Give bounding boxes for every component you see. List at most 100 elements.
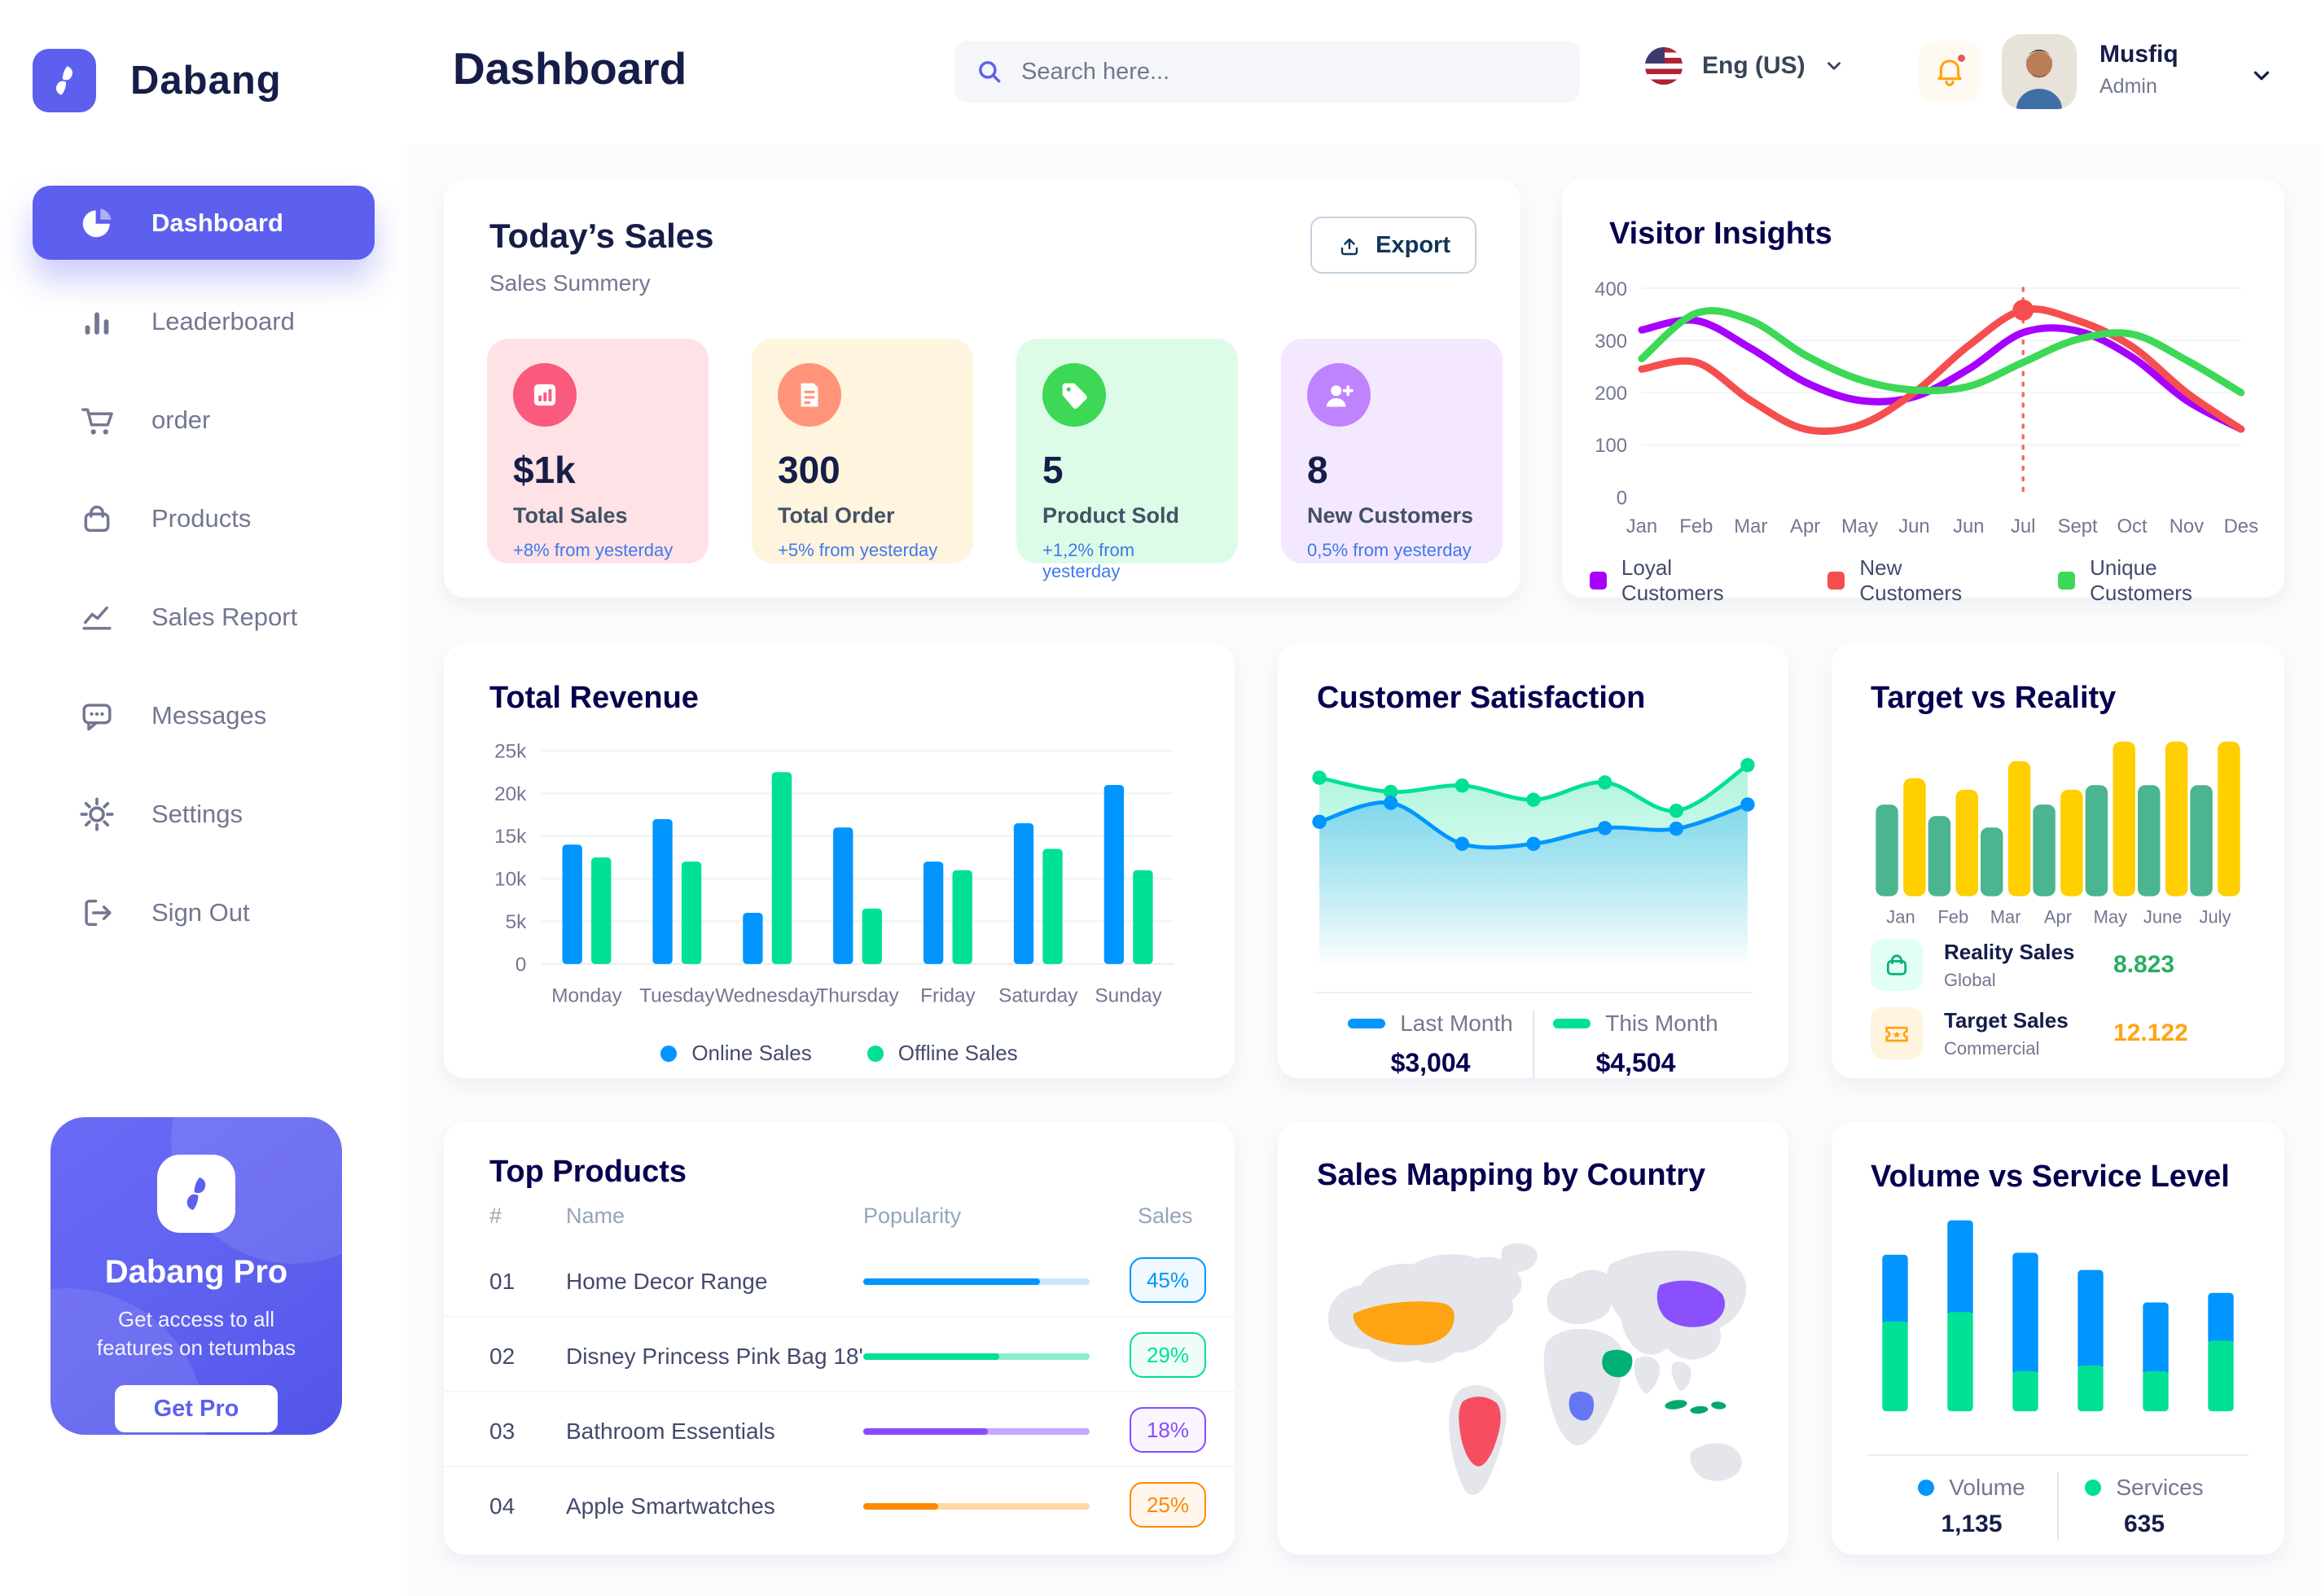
col-num: # bbox=[489, 1204, 502, 1228]
stat-change: +1,2% from yesterday bbox=[1042, 540, 1135, 581]
legend-sub: Global bbox=[1944, 969, 1996, 990]
sidebar-item-settings[interactable]: Settings bbox=[33, 777, 375, 851]
receipt-icon bbox=[778, 363, 841, 427]
user-role: Admin bbox=[2099, 75, 2157, 98]
legend-swatch bbox=[1827, 572, 1845, 590]
svg-text:Jan: Jan bbox=[1886, 907, 1915, 927]
stat-value: 300 bbox=[778, 449, 840, 491]
divider bbox=[1867, 1454, 2249, 1456]
total-revenue-card: Total Revenue 0 5k 10k 15k 20k 25k Monday Tuesd… bbox=[444, 643, 1235, 1078]
table-row[interactable]: 03 Bathroom Essentials 18% bbox=[444, 1392, 1235, 1467]
sales-badge: 18% bbox=[1130, 1407, 1206, 1453]
sidebar-item-messages[interactable]: Messages bbox=[33, 678, 375, 752]
popularity-bar bbox=[863, 1503, 1090, 1510]
sidebar-item-label: Sales Report bbox=[151, 602, 298, 631]
total-revenue-chart: 0 5k 10k 15k 20k 25k Monday Tuesday WednesdayThu… bbox=[494, 740, 1174, 1007]
stat-total-sales: $1k Total Sales +8% from yesterday bbox=[487, 339, 709, 563]
sidebar-item-label: order bbox=[151, 405, 211, 434]
sidebar: Dabang Dashboard Leaderboard ord bbox=[0, 0, 407, 1596]
table-row[interactable]: 04 Apple Smartwatches 25% bbox=[444, 1467, 1235, 1542]
legend-total: $4,504 bbox=[1595, 1047, 1676, 1077]
sales-badge: 29% bbox=[1130, 1332, 1206, 1378]
top-products-title: Top Products bbox=[489, 1155, 687, 1189]
legend-swatch bbox=[2058, 572, 2076, 590]
row-name: Bathroom Essentials bbox=[566, 1418, 775, 1444]
sales-badge: 25% bbox=[1130, 1482, 1206, 1528]
sales-badge: 45% bbox=[1130, 1257, 1206, 1303]
tag-icon bbox=[1042, 363, 1106, 427]
notification-badge bbox=[1955, 52, 1968, 64]
stat-label: New Customers bbox=[1307, 503, 1474, 528]
continent-greenland bbox=[1501, 1243, 1538, 1272]
today-sales-subtitle: Sales Summery bbox=[489, 270, 651, 296]
row-name: Home Decor Range bbox=[566, 1269, 768, 1294]
sidebar-item-sales-report[interactable]: Sales Report bbox=[33, 580, 375, 654]
svg-text:Apr: Apr bbox=[1790, 515, 1820, 537]
region-se-asia bbox=[1671, 1361, 1691, 1392]
pro-upsell-card: Dabang Pro Get access to all features on… bbox=[50, 1117, 342, 1435]
language-selector[interactable]: Eng (US) bbox=[1645, 47, 1845, 85]
table-row[interactable]: 02 Disney Princess Pink Bag 18' 29% bbox=[444, 1318, 1235, 1392]
svg-text:Friday: Friday bbox=[920, 985, 976, 1007]
legend-last-month: Last Month $3,004 bbox=[1337, 1011, 1525, 1078]
ticket-icon bbox=[1871, 1007, 1923, 1059]
sidebar-item-order[interactable]: order bbox=[33, 383, 375, 457]
table-body: 01 Home Decor Range 45% 02 Disney Prince… bbox=[444, 1243, 1235, 1542]
notifications-button[interactable] bbox=[1919, 41, 1981, 103]
svg-text:July: July bbox=[2199, 907, 2231, 927]
table-row[interactable]: 01 Home Decor Range 45% bbox=[444, 1243, 1235, 1318]
sidebar-item-leaderboard[interactable]: Leaderboard bbox=[33, 284, 375, 358]
bar-chart-icon bbox=[85, 312, 109, 335]
svg-text:Nov: Nov bbox=[2170, 515, 2205, 537]
legend-this-month: This Month $4,504 bbox=[1542, 1011, 1730, 1078]
legend-total: $3,004 bbox=[1390, 1047, 1471, 1077]
search-input[interactable] bbox=[1021, 58, 1559, 86]
stats-row: $1k Total Sales +8% from yesterday 300 T… bbox=[487, 339, 1546, 581]
cart-icon bbox=[81, 407, 113, 435]
export-icon bbox=[1340, 238, 1358, 256]
stat-label: Total Sales bbox=[513, 503, 628, 528]
col-name: Name bbox=[566, 1204, 625, 1228]
user-menu[interactable]: Musfiq Admin bbox=[2099, 41, 2178, 99]
chevron-down-icon[interactable] bbox=[2249, 64, 2274, 88]
legend-volume: Volume 1,135 bbox=[1894, 1475, 2049, 1538]
target-vs-reality-title: Target vs Reality bbox=[1871, 681, 2117, 715]
sidebar-item-products[interactable]: Products bbox=[33, 481, 375, 555]
region-india bbox=[1634, 1356, 1661, 1395]
svg-text:May: May bbox=[1841, 515, 1878, 537]
svg-text:Apr: Apr bbox=[2044, 907, 2072, 927]
legend-value: 8.823 bbox=[2113, 951, 2175, 978]
legend-swatch bbox=[1590, 572, 1607, 590]
sidebar-item-sign-out[interactable]: Sign Out bbox=[33, 875, 375, 949]
legend-swatch bbox=[2085, 1480, 2102, 1496]
get-pro-button[interactable]: Get Pro bbox=[115, 1385, 278, 1433]
customer-satisfaction-title: Customer Satisfaction bbox=[1317, 681, 1646, 715]
map-country-indonesia bbox=[1665, 1400, 1726, 1414]
legend-swatch bbox=[1553, 1018, 1591, 1028]
svg-text:June: June bbox=[2143, 907, 2183, 927]
legend-label: Volume bbox=[1949, 1475, 2025, 1500]
svg-text:Jun: Jun bbox=[1898, 515, 1929, 537]
svg-text:100: 100 bbox=[1595, 435, 1627, 457]
avatar[interactable] bbox=[2002, 34, 2077, 109]
legend-swatch bbox=[660, 1045, 678, 1062]
row-name: Apple Smartwatches bbox=[566, 1493, 775, 1519]
stat-total-order: 300 Total Order +5% from yesterday bbox=[752, 339, 973, 563]
stat-value: 8 bbox=[1307, 449, 1328, 491]
svg-text:5k: 5k bbox=[506, 911, 528, 933]
svg-text:0: 0 bbox=[516, 954, 527, 976]
svg-text:Sept: Sept bbox=[2058, 515, 2098, 537]
stat-change: +8% from yesterday bbox=[513, 540, 673, 560]
divider bbox=[1532, 1010, 1534, 1078]
message-icon bbox=[82, 703, 112, 730]
legend-label: Last Month bbox=[1400, 1010, 1513, 1036]
stat-label: Total Order bbox=[778, 503, 895, 528]
sidebar-item-dashboard[interactable]: Dashboard bbox=[33, 186, 375, 260]
map-country-brazil bbox=[1459, 1396, 1501, 1467]
customer-satisfaction-card: Customer Satisfaction Last Month $3,004 … bbox=[1278, 643, 1788, 1078]
map-country-congo bbox=[1569, 1391, 1595, 1421]
svg-text:200: 200 bbox=[1595, 383, 1627, 405]
export-button[interactable]: Export bbox=[1310, 217, 1476, 274]
target-vs-reality-card: Target vs Reality Jan Feb Mar Apr May June Jul… bbox=[1832, 643, 2284, 1078]
